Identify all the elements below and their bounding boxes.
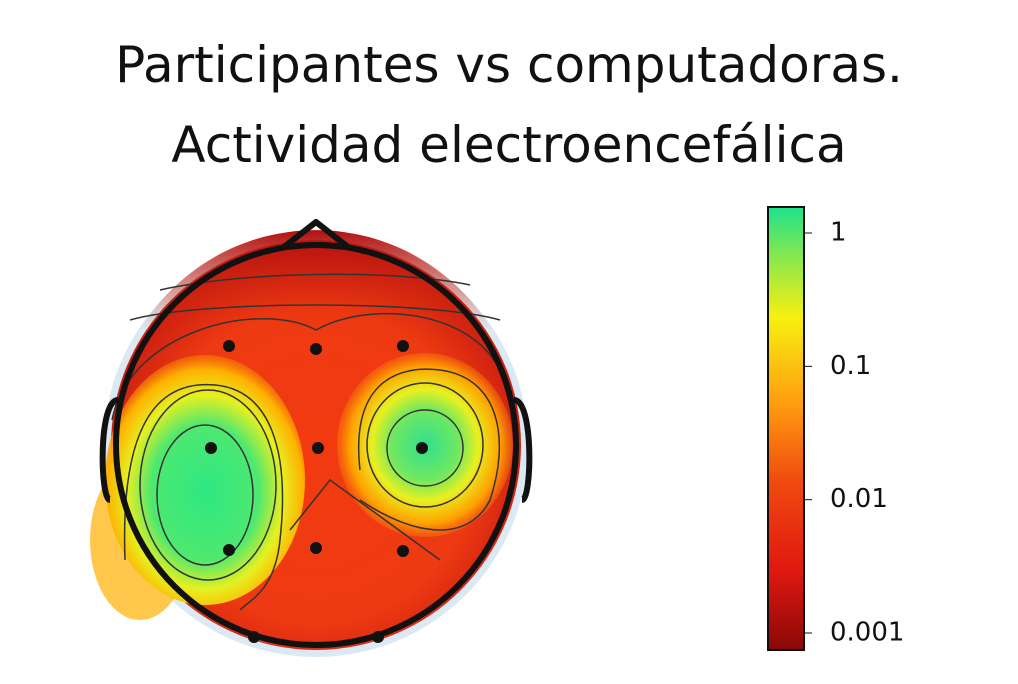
colorbar-tick-label: 0.1 <box>830 351 871 381</box>
right-ear <box>512 397 533 503</box>
head-map <box>90 219 533 657</box>
left-ear <box>99 397 120 503</box>
nose <box>282 219 350 250</box>
colorbar-ticks: 1 0.1 0.01 0.001 <box>804 218 904 648</box>
left-activity <box>105 355 305 605</box>
colorbar <box>767 206 805 651</box>
title-line: Actividad electroencefálica <box>171 116 846 174</box>
colorbar-tick-label: 1 <box>830 218 847 248</box>
title-line: Participantes vs computadoras. <box>115 36 903 94</box>
frontal-shade <box>140 230 492 330</box>
colorbar-tick-label: 0.01 <box>830 484 888 514</box>
colorbar-tick-label: 0.001 <box>830 618 904 648</box>
head-outline <box>113 242 519 648</box>
electrodes <box>205 340 428 643</box>
